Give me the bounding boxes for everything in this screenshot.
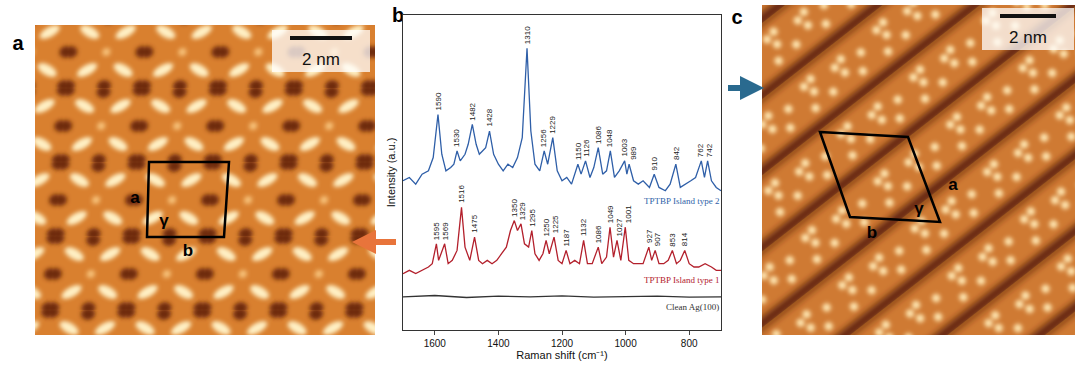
svg-text:1187: 1187 (562, 229, 571, 247)
svg-text:Clean Ag(100): Clean Ag(100) (666, 302, 719, 312)
svg-text:1569: 1569 (441, 222, 450, 240)
svg-text:1400: 1400 (487, 338, 510, 349)
svg-text:1590: 1590 (434, 92, 443, 110)
svg-text:1001: 1001 (624, 205, 633, 223)
svg-text:1000: 1000 (614, 338, 637, 349)
svg-text:1229: 1229 (548, 115, 557, 133)
svg-text:989: 989 (629, 146, 638, 160)
svg-text:842: 842 (672, 146, 681, 160)
svg-text:1132: 1132 (579, 218, 588, 236)
svg-text:a: a (12, 32, 24, 54)
svg-text:TPTBP Island type 1: TPTBP Island type 1 (644, 275, 719, 285)
svg-text:1329: 1329 (518, 202, 527, 220)
svg-text:1126: 1126 (582, 139, 591, 157)
svg-text:TPTBP Island type 2: TPTBP Island type 2 (644, 196, 719, 206)
svg-text:c: c (731, 6, 742, 28)
svg-text:1256: 1256 (539, 129, 548, 147)
svg-text:1250: 1250 (542, 218, 551, 236)
svg-text:1482: 1482 (468, 102, 477, 120)
svg-text:1086: 1086 (594, 225, 603, 243)
svg-text:1310: 1310 (523, 26, 532, 44)
svg-text:762: 762 (696, 143, 705, 157)
svg-text:1003: 1003 (620, 138, 629, 156)
svg-text:2 nm: 2 nm (302, 50, 340, 69)
svg-text:1350: 1350 (510, 199, 519, 217)
svg-text:800: 800 (681, 338, 698, 349)
svg-text:1295: 1295 (528, 208, 537, 226)
svg-text:b: b (867, 223, 877, 242)
svg-text:1048: 1048 (605, 129, 614, 147)
svg-text:1600: 1600 (424, 338, 447, 349)
svg-text:814: 814 (680, 232, 689, 246)
svg-text:1200: 1200 (551, 338, 574, 349)
svg-text:907: 907 (653, 232, 662, 246)
svg-text:1516: 1516 (457, 184, 466, 202)
svg-text:1027: 1027 (615, 218, 624, 236)
svg-text:b: b (183, 241, 193, 260)
svg-text:1475: 1475 (470, 214, 479, 232)
svg-text:a: a (948, 175, 958, 194)
svg-text:927: 927 (645, 229, 654, 243)
svg-text:Intensity (a.u.): Intensity (a.u.) (385, 138, 397, 208)
svg-text:1225: 1225 (551, 215, 560, 233)
svg-text:1530: 1530 (452, 129, 461, 147)
svg-text:742: 742 (705, 143, 714, 157)
svg-text:γ: γ (914, 199, 924, 218)
svg-text:2 nm: 2 nm (1009, 28, 1047, 47)
svg-text:γ: γ (159, 211, 169, 230)
svg-text:1049: 1049 (606, 205, 615, 223)
svg-text:1428: 1428 (485, 108, 494, 126)
svg-text:853: 853 (668, 233, 677, 247)
svg-text:910: 910 (650, 156, 659, 170)
svg-text:Raman shift (cm⁻¹): Raman shift (cm⁻¹) (516, 349, 607, 361)
svg-text:1086: 1086 (594, 126, 603, 144)
svg-text:1150: 1150 (574, 142, 583, 160)
svg-text:b: b (392, 4, 404, 26)
svg-text:a: a (130, 188, 140, 207)
svg-text:1595: 1595 (432, 222, 441, 240)
